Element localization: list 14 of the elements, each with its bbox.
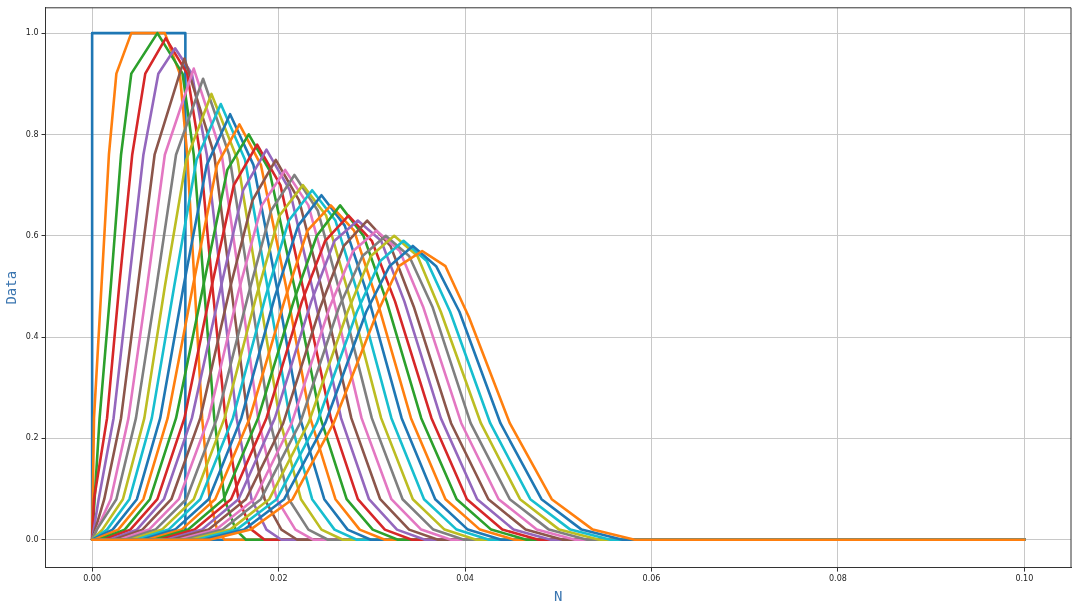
x-axis-title: N (554, 588, 563, 605)
y-tick-label: 0.2 (25, 433, 39, 443)
y-tick-label: 1.0 (25, 28, 39, 38)
y-tick-label: 0.4 (25, 332, 39, 342)
x-tick-label: 0.08 (829, 574, 847, 584)
x-tick-label: 0.04 (456, 574, 474, 584)
x-tick-label: 0.06 (642, 574, 661, 584)
x-tick-label: 0.02 (269, 574, 288, 584)
x-tick-label: 0.00 (83, 574, 102, 584)
y-axis-title: Data (3, 270, 20, 305)
y-tick-label: 0.0 (25, 534, 39, 544)
y-tick-label: 0.8 (25, 129, 39, 139)
x-tick-label: 0.10 (1015, 574, 1034, 584)
y-tick-label: 0.6 (25, 230, 39, 240)
